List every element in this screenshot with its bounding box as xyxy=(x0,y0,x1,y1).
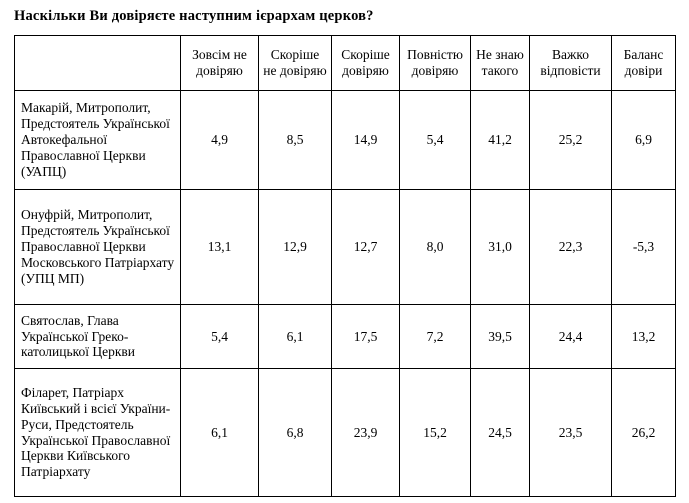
table-row-svyatoslav: Святослав, Глава Української Греко-катол… xyxy=(14,304,676,369)
row-label: Макарій, Митрополит, Предстоятель Україн… xyxy=(14,90,181,190)
column-header-hard-to-answer: Важко відповісти xyxy=(529,35,612,91)
column-header-fully-trust: Повністю довіряю xyxy=(399,35,471,91)
row-label: Онуфрій, Митрополит, Предстоятель Україн… xyxy=(14,189,181,305)
row-label: Філарет, Патріарх Київський і всієї Укра… xyxy=(14,368,181,497)
cell: 39,5 xyxy=(470,304,530,369)
cell: 23,9 xyxy=(331,368,400,497)
cell: 41,2 xyxy=(470,90,530,190)
cell: 25,2 xyxy=(529,90,612,190)
table-row-filaret: Філарет, Патріарх Київський і всієї Укра… xyxy=(14,368,676,497)
row-label: Святослав, Глава Української Греко-катол… xyxy=(14,304,181,369)
survey-table: Зовсім не довіряю Скоріше не довіряю Ско… xyxy=(14,35,676,497)
corner-cell xyxy=(14,35,181,91)
cell: 31,0 xyxy=(470,189,530,305)
cell: 12,7 xyxy=(331,189,400,305)
column-header-not-trust-at-all: Зовсім не довіряю xyxy=(180,35,259,91)
cell: 24,4 xyxy=(529,304,612,369)
cell: 13,2 xyxy=(611,304,676,369)
cell: 6,1 xyxy=(180,368,259,497)
cell: 15,2 xyxy=(399,368,471,497)
table-row-makariy: Макарій, Митрополит, Предстоятель Україн… xyxy=(14,90,676,190)
cell: 26,2 xyxy=(611,368,676,497)
column-header-dont-know-person: Не знаю такого xyxy=(470,35,530,91)
cell: 5,4 xyxy=(399,90,471,190)
cell: -5,3 xyxy=(611,189,676,305)
table-row-onufriy: Онуфрій, Митрополит, Предстоятель Україн… xyxy=(14,189,676,305)
page-title: Наскільки Ви довіряєте наступним ієрарха… xyxy=(14,8,374,24)
cell: 23,5 xyxy=(529,368,612,497)
cell: 22,3 xyxy=(529,189,612,305)
cell: 24,5 xyxy=(470,368,530,497)
cell: 13,1 xyxy=(180,189,259,305)
cell: 8,0 xyxy=(399,189,471,305)
header-row: Зовсім не довіряю Скоріше не довіряю Ско… xyxy=(14,35,676,91)
column-header-rather-trust: Скоріше довіряю xyxy=(331,35,400,91)
column-header-trust-balance: Баланс довіри xyxy=(611,35,676,91)
cell: 6,1 xyxy=(258,304,332,369)
cell: 6,8 xyxy=(258,368,332,497)
cell: 6,9 xyxy=(611,90,676,190)
cell: 4,9 xyxy=(180,90,259,190)
cell: 5,4 xyxy=(180,304,259,369)
column-header-rather-not-trust: Скоріше не довіряю xyxy=(258,35,332,91)
cell: 12,9 xyxy=(258,189,332,305)
cell: 8,5 xyxy=(258,90,332,190)
cell: 7,2 xyxy=(399,304,471,369)
cell: 14,9 xyxy=(331,90,400,190)
cell: 17,5 xyxy=(331,304,400,369)
